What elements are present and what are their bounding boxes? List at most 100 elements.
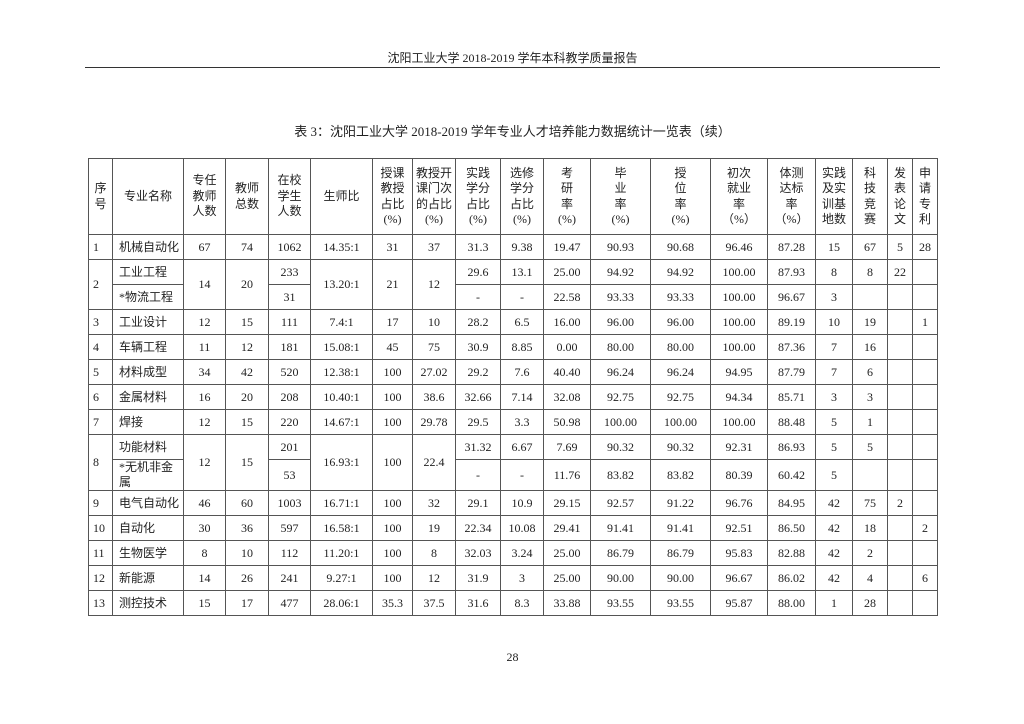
table-cell: 测控技术 (112, 590, 184, 616)
table-cell: 13 (88, 590, 113, 616)
table-cell: 22.4 (412, 434, 456, 491)
table-cell: 11.20:1 (310, 540, 373, 566)
column-header: 发 表 论 文 (887, 158, 913, 235)
table-cell: 4 (852, 565, 888, 591)
column-header: 初次 就业 率 （%） (710, 158, 768, 235)
table-cell: 16 (852, 334, 888, 360)
table-cell: 14.67:1 (310, 409, 373, 435)
table-cell: 18 (852, 515, 888, 541)
table-cell: 8.85 (500, 334, 544, 360)
table-cell: 89.19 (767, 309, 816, 335)
table-cell: 86.50 (767, 515, 816, 541)
table-cell: 42 (815, 490, 853, 516)
table-cell (887, 309, 913, 335)
table-cell: 83.82 (650, 459, 711, 491)
table-cell: 80.00 (650, 334, 711, 360)
table-cell: 5 (815, 434, 853, 460)
table-cell: 15 (225, 309, 269, 335)
table-cell: 3 (815, 384, 853, 410)
table-cell: 87.36 (767, 334, 816, 360)
table-row: 6 金属材料 16 20 208 10.40:1 100 38.6 32.66 7.14 32.08… (88, 384, 938, 410)
table-cell (912, 334, 938, 360)
table-cell: 1 (815, 590, 853, 616)
table-cell: 7.69 (543, 434, 591, 460)
table-cell: 477 (268, 590, 311, 616)
table-cell: 100 (372, 540, 413, 566)
table-cell: 34 (183, 359, 226, 385)
table-cell: 520 (268, 359, 311, 385)
table-cell: 33.88 (543, 590, 591, 616)
table-cell: 2 (887, 490, 913, 516)
table-cell: 7.6 (500, 359, 544, 385)
table-cell: 3 (500, 565, 544, 591)
table-cell: 85.71 (767, 384, 816, 410)
table-row: 10 自动化 30 36 597 16.58:1 100 19 22.34 10.08 29.41 9… (88, 515, 938, 541)
table-cell: 26 (225, 565, 269, 591)
table-cell (887, 459, 913, 491)
table-cell: 100.00 (710, 259, 768, 285)
table-cell: 111 (268, 309, 311, 335)
table-cell: 90.32 (650, 434, 711, 460)
table-cell: 2 (912, 515, 938, 541)
table-row: 5 材料成型 34 42 520 12.38:1 100 27.02 29.2 7.6 40.40 9… (88, 359, 938, 385)
table-cell: 241 (268, 565, 311, 591)
table-cell: 53 (268, 459, 311, 491)
table-cell: 87.93 (767, 259, 816, 285)
column-header: 选修 学分 占比 (%) (500, 158, 544, 235)
table-cell (887, 284, 913, 310)
column-header: 实践 及实 训基 地数 (815, 158, 853, 235)
running-head: 沈阳工业大学 2018-2019 学年本科教学质量报告 (387, 51, 638, 65)
table-cell: 25.00 (543, 565, 591, 591)
table-cell: 28.06:1 (310, 590, 373, 616)
table-row: 13 测控技术 15 17 477 28.06:1 35.3 37.5 31.6 8.3 33.88… (88, 590, 938, 616)
table-cell (887, 590, 913, 616)
column-header: 专任 教师 人数 (183, 158, 226, 235)
table-cell: 0.00 (543, 334, 591, 360)
table-cell: 94.34 (710, 384, 768, 410)
table-cell: 22.58 (543, 284, 591, 310)
table-cell: 材料成型 (112, 359, 184, 385)
table-cell: 82.88 (767, 540, 816, 566)
table-cell: 42 (815, 540, 853, 566)
table-cell: 15.08:1 (310, 334, 373, 360)
table-cell: - (455, 459, 501, 491)
table-cell: 6 (912, 565, 938, 591)
table-cell: 96.67 (767, 284, 816, 310)
page-number: 28 (506, 650, 519, 664)
table-cell (887, 409, 913, 435)
table-cell: 29.5 (455, 409, 501, 435)
column-header: 授 位 率 (%) (650, 158, 711, 235)
table-cell: 7 (88, 409, 113, 435)
table-cell: 201 (268, 434, 311, 460)
table-cell: 11 (88, 540, 113, 566)
column-header: 专业名称 (112, 158, 184, 235)
table-cell: 31.9 (455, 565, 501, 591)
table-cell: 37.5 (412, 590, 456, 616)
table-cell: 84.95 (767, 490, 816, 516)
table-cell: 25.00 (543, 259, 591, 285)
table-cell: 100 (372, 515, 413, 541)
table-cell: 88.00 (767, 590, 816, 616)
table-cell: 6.5 (500, 309, 544, 335)
table-cell: 38.6 (412, 384, 456, 410)
table-cell (912, 459, 938, 491)
table-cell: 10.08 (500, 515, 544, 541)
table-cell (912, 540, 938, 566)
table-cell: 14.35:1 (310, 234, 373, 260)
column-header: 序 号 (88, 158, 113, 235)
table-cell: 100.00 (590, 409, 651, 435)
column-header: 考 研 率 (%) (543, 158, 591, 235)
table-cell: 12 (183, 309, 226, 335)
table-cell: 9 (88, 490, 113, 516)
table-cell: 30.9 (455, 334, 501, 360)
table-row: 9 电气自动化 46 60 1003 16.71:1 100 32 29.1 10.9 29.15 9… (88, 490, 938, 516)
table-cell: 90.93 (590, 234, 651, 260)
table-cell: 100.00 (710, 284, 768, 310)
table-cell: 13.20:1 (310, 259, 373, 310)
table-cell: 29.78 (412, 409, 456, 435)
table-cell: 74 (225, 234, 269, 260)
table-cell: 1062 (268, 234, 311, 260)
table-cell: 92.31 (710, 434, 768, 460)
table-cell: 93.33 (650, 284, 711, 310)
table-cell: 金属材料 (112, 384, 184, 410)
